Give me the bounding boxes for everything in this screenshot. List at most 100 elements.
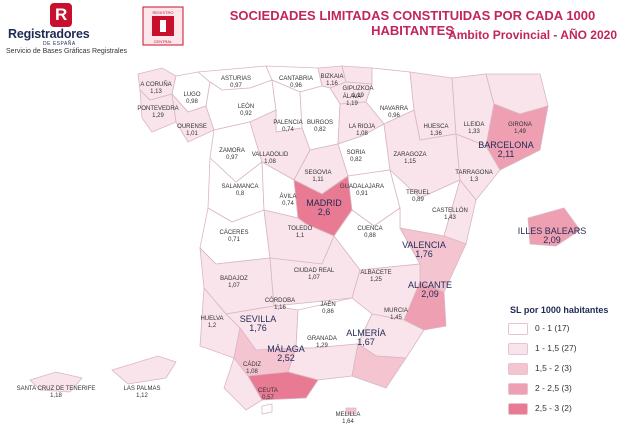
svg-text:CENTRAL: CENTRAL bbox=[154, 39, 173, 44]
province-name: HUELVA bbox=[200, 316, 223, 322]
registro-central-seal-icon: REGISTRO CENTRAL bbox=[142, 6, 184, 46]
province-value: 0,74 bbox=[282, 201, 294, 207]
province-value: 1,49 bbox=[514, 129, 526, 135]
province-value: 1,76 bbox=[249, 323, 267, 333]
province-name: MÁLAGA bbox=[267, 344, 305, 354]
province-value: 0,91 bbox=[356, 191, 368, 197]
province-name: OURENSE bbox=[177, 124, 207, 130]
province-name: CIUDAD REAL bbox=[294, 268, 335, 274]
province-value: 0,97 bbox=[226, 155, 238, 161]
province-gipuzkoa bbox=[341, 65, 373, 85]
logo-name: Registradores bbox=[8, 27, 90, 41]
province-value: 0,8 bbox=[236, 191, 245, 197]
province-alicante bbox=[403, 281, 447, 331]
province-name: SANTA CRUZ DE TENERIFE bbox=[17, 386, 96, 392]
province-name: ZARAGOZA bbox=[393, 152, 426, 158]
province-almería bbox=[351, 343, 407, 389]
legend-swatch bbox=[508, 323, 528, 335]
province-illes-balears bbox=[527, 207, 581, 247]
province-value: 1,1 bbox=[296, 233, 305, 239]
province-value: 1,07 bbox=[228, 283, 240, 289]
legend-item: 0 - 1 (17) bbox=[508, 323, 628, 335]
province-value: 2,52 bbox=[277, 353, 295, 363]
legend: SL por 1000 habitantes 0 - 1 (17) 1 - 1,… bbox=[500, 305, 625, 420]
province-value: 1,45 bbox=[390, 315, 402, 321]
province-value: 1,19 bbox=[352, 93, 364, 99]
province-cádiz bbox=[223, 357, 263, 411]
province-santa-cruz-de-tenerife bbox=[29, 371, 83, 393]
province-value: 1,67 bbox=[357, 337, 375, 347]
province-name: ILLES BALEARS bbox=[518, 226, 587, 236]
province-value: 0,92 bbox=[240, 111, 252, 117]
province-value: 1,29 bbox=[152, 113, 164, 119]
province-value: 0,74 bbox=[282, 127, 294, 133]
province-value: 0,71 bbox=[228, 237, 240, 243]
legend-swatch bbox=[508, 403, 528, 415]
province-name: CEUTA bbox=[258, 388, 278, 394]
province-value: 1,76 bbox=[415, 249, 433, 259]
province-name: CASTELLÓN bbox=[432, 207, 468, 214]
province-name: HUESCA bbox=[423, 124, 448, 130]
legend-item: 2,5 - 3 (2) bbox=[508, 403, 628, 415]
province-name: MADRID bbox=[306, 198, 342, 208]
province-melilla bbox=[345, 407, 357, 415]
province-value: 1,43 bbox=[444, 215, 456, 221]
province-name: ÁVILA bbox=[279, 193, 296, 200]
province-value: 0,82 bbox=[350, 157, 362, 163]
province-name: ASTURIAS bbox=[221, 76, 251, 82]
province-value: 1,64 bbox=[342, 419, 354, 425]
province-name: PONTEVEDRA bbox=[137, 106, 178, 112]
province-value: 0,97 bbox=[230, 83, 242, 89]
legend-swatch bbox=[508, 383, 528, 395]
province-name: SORIA bbox=[347, 150, 366, 156]
province-name: NAVARRA bbox=[380, 106, 408, 112]
province-name: ÁLAVA bbox=[343, 93, 361, 100]
province-name: JAÉN bbox=[320, 301, 335, 308]
legend-label: 2,5 - 3 (2) bbox=[535, 403, 572, 413]
province-name: BARCELONA bbox=[478, 140, 534, 150]
legend-label: 2 - 2,5 (3) bbox=[535, 383, 572, 393]
province-value: 1,16 bbox=[326, 81, 338, 87]
province-name: TARRAGONA bbox=[455, 170, 493, 176]
svg-text:REGISTRO: REGISTRO bbox=[153, 10, 174, 15]
province-name: LUGO bbox=[183, 92, 200, 98]
province-value: 2,09 bbox=[543, 235, 561, 245]
province-name: MURCIA bbox=[384, 308, 408, 314]
province-value: 1,08 bbox=[356, 131, 368, 137]
legend-swatch bbox=[508, 343, 528, 355]
province-name: BIZKAIA bbox=[320, 74, 343, 80]
province-name: SEGOVIA bbox=[304, 170, 331, 176]
province-value: 0,57 bbox=[262, 395, 274, 401]
province-name: BURGOS bbox=[307, 120, 333, 126]
province-value: 1,29 bbox=[316, 343, 328, 349]
province-value: 1,19 bbox=[346, 101, 358, 107]
legend-item: 1 - 1,5 (27) bbox=[508, 343, 628, 355]
province-name: LLEIDA bbox=[464, 122, 485, 128]
province-value: 1,01 bbox=[186, 131, 198, 137]
province-name: TERUEL bbox=[406, 190, 430, 196]
province-name: BADAJOZ bbox=[220, 276, 248, 282]
legend-item: 1,5 - 2 (3) bbox=[508, 363, 628, 375]
province-value: 1,15 bbox=[404, 159, 416, 165]
province-ceuta bbox=[261, 403, 273, 415]
province-name: LA RIOJA bbox=[349, 124, 375, 130]
province-name: CÁCERES bbox=[219, 229, 248, 236]
province-value: 0,88 bbox=[364, 233, 376, 239]
page-subtitle: Ámbito Provincial - AÑO 2020 bbox=[448, 28, 617, 42]
province-barcelona bbox=[485, 103, 549, 171]
legend-label: 1 - 1,5 (27) bbox=[535, 343, 577, 353]
header: R Registradores DE ESPAÑA Servicio de Ba… bbox=[0, 0, 630, 60]
province-name: LAS PALMAS bbox=[124, 386, 161, 392]
province-value: 1,33 bbox=[468, 129, 480, 135]
province-name: CÁDIZ bbox=[243, 361, 261, 368]
province-value: 1,08 bbox=[246, 369, 258, 375]
province-name: ALICANTE bbox=[408, 280, 452, 290]
province-value: 2,09 bbox=[421, 289, 439, 299]
legend-item: 2 - 2,5 (3) bbox=[508, 383, 628, 395]
province-name: ALBACETE bbox=[360, 270, 391, 276]
province-name: TOLEDO bbox=[288, 226, 313, 232]
province-value: 0,82 bbox=[314, 127, 326, 133]
province-value: 0,98 bbox=[186, 99, 198, 105]
province-name: CUENCA bbox=[357, 226, 382, 232]
